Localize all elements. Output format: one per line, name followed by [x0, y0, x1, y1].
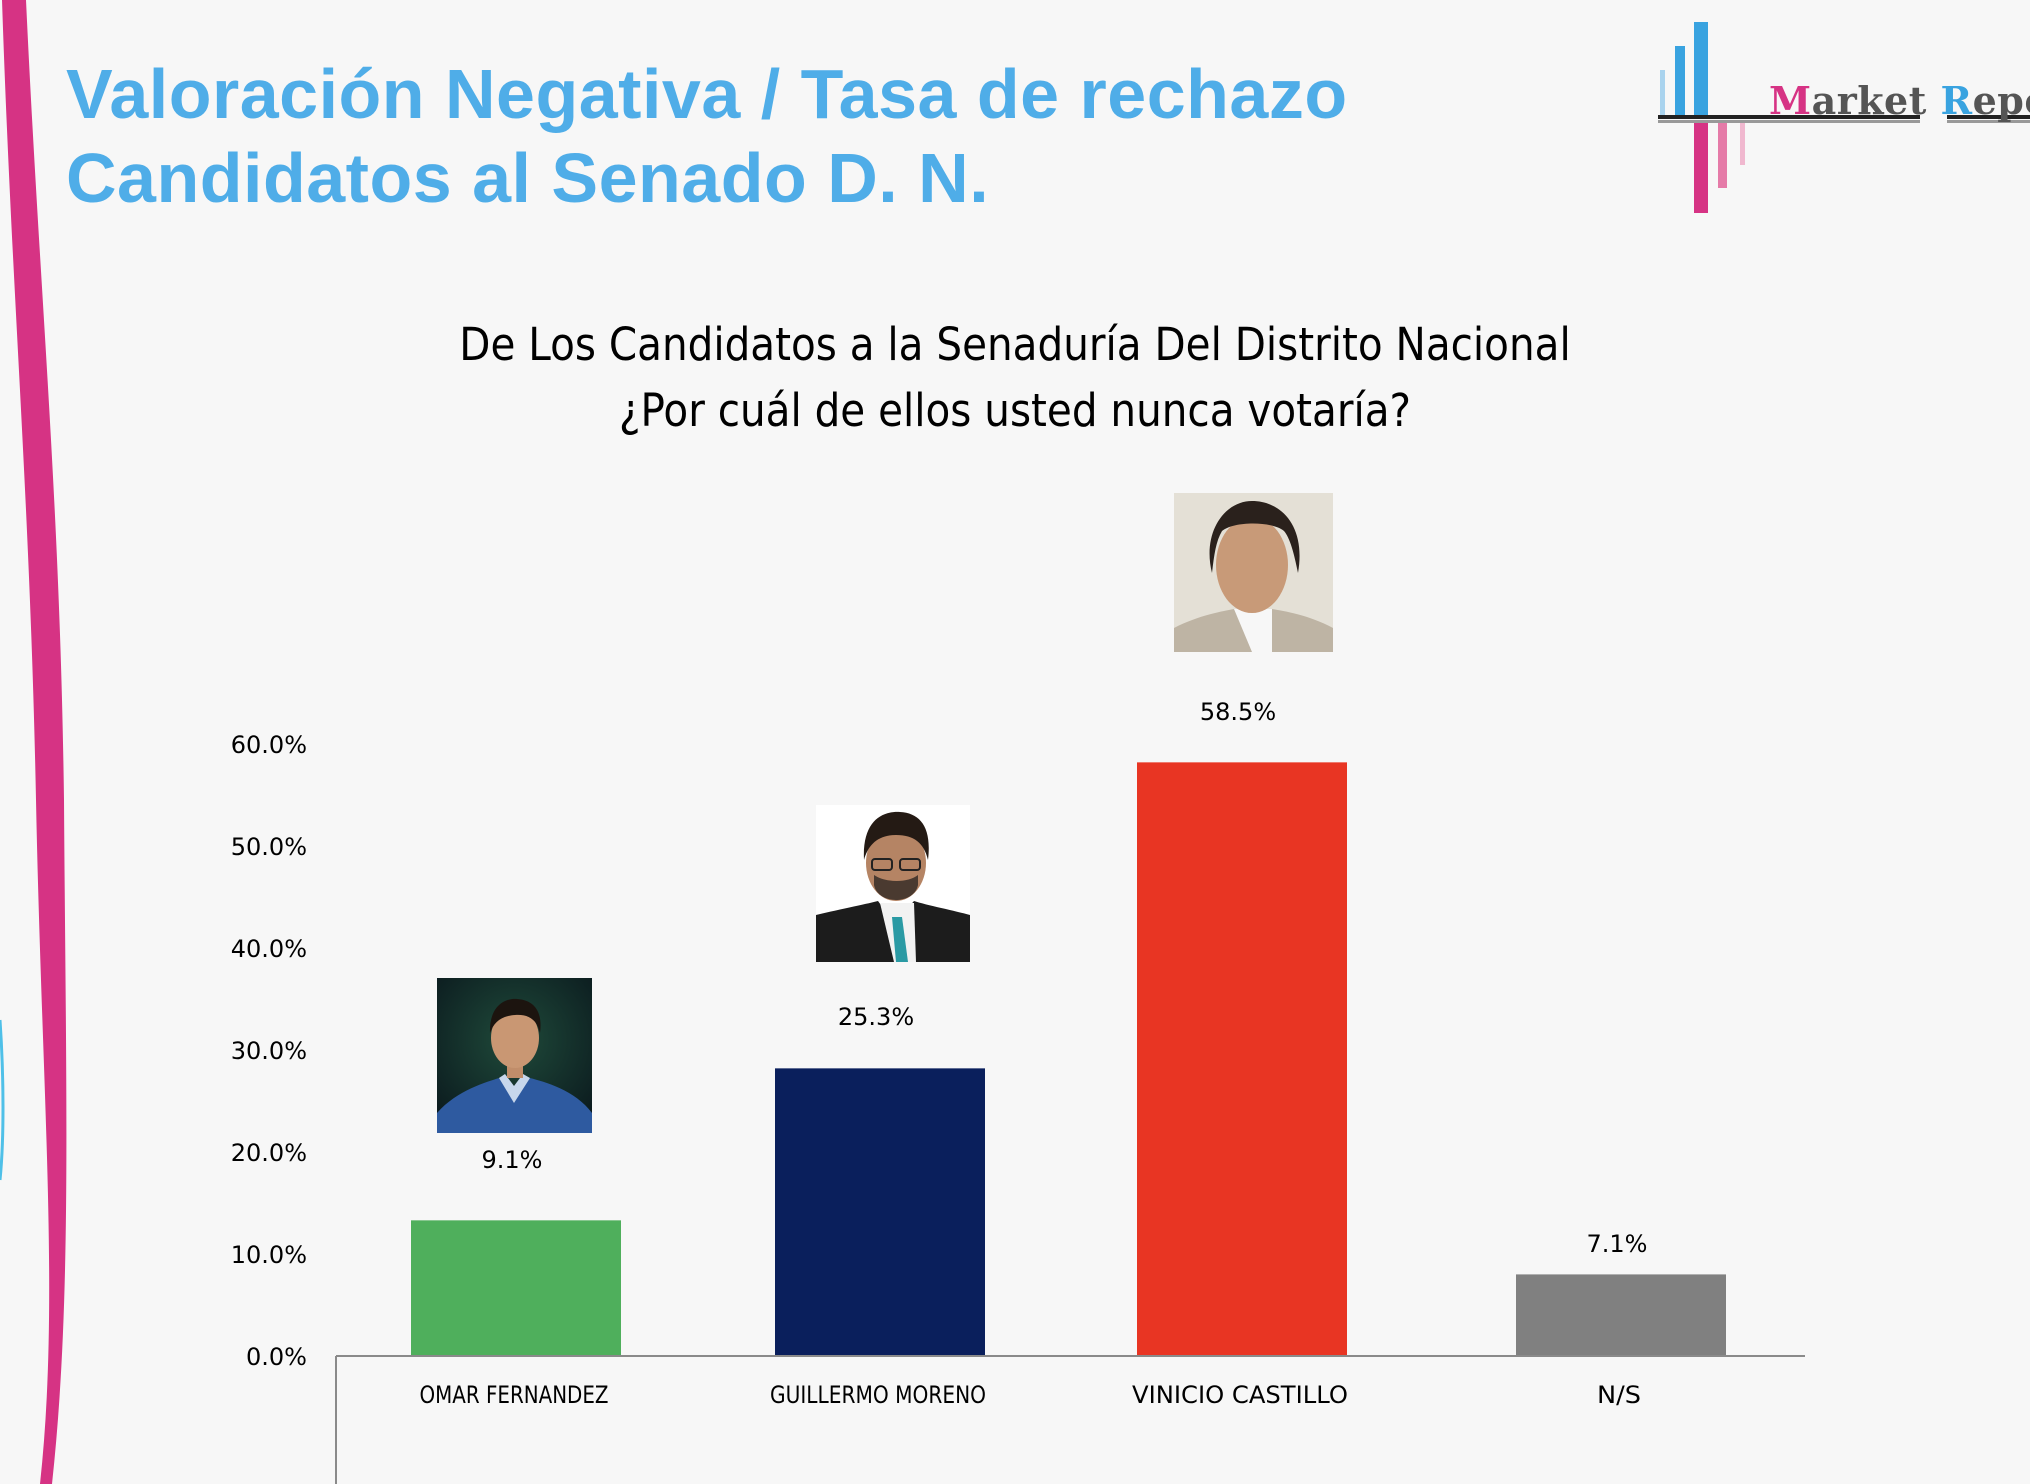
- slide-title: Valoración Negativa / Tasa de rechazo Ca…: [66, 52, 1348, 220]
- y-tick-label: 30.0%: [231, 1037, 307, 1065]
- photo-guillermo-moreno: [816, 805, 970, 962]
- x-tick-label: OMAR FERNANDEZ: [420, 1381, 609, 1409]
- bar-vinicio-castillo: [1137, 762, 1347, 1356]
- data-label: 25.3%: [838, 1003, 914, 1031]
- slide-title-line1: Valoración Negativa / Tasa de rechazo: [66, 55, 1348, 133]
- y-tick-label: 40.0%: [231, 935, 307, 963]
- market-reports-logo: Market Reports: [1655, 18, 2030, 218]
- chart-title-line1: De Los Candidatos a la Senaduría Del Dis…: [459, 318, 1571, 371]
- data-label: 7.1%: [1587, 1230, 1648, 1258]
- x-tick-label: N/S: [1597, 1381, 1641, 1409]
- bar-omar-fernandez: [411, 1220, 621, 1356]
- data-labels: 9.1% 25.3% 58.5% 7.1%: [482, 698, 1648, 1258]
- photo-vinicio-castillo: [1174, 493, 1333, 652]
- y-tick-label: 10.0%: [231, 1241, 307, 1269]
- x-axis-categories: OMAR FERNANDEZ GUILLERMO MORENO VINICIO CA…: [420, 1381, 1642, 1409]
- y-axis: 0.0% 10.0% 20.0% 30.0% 40.0% 50.0% 60.0%: [231, 731, 307, 1371]
- bar-guillermo-moreno: [775, 1068, 985, 1356]
- data-label: 9.1%: [482, 1146, 543, 1174]
- photo-omar-fernandez: [437, 978, 592, 1133]
- x-tick-label: GUILLERMO MORENO: [770, 1381, 986, 1409]
- y-tick-label: 0.0%: [246, 1343, 307, 1371]
- data-label: 58.5%: [1200, 698, 1276, 726]
- slide-title-line2: Candidatos al Senado D. N.: [66, 139, 990, 217]
- decorative-swoosh: [0, 0, 67, 1484]
- x-tick-label: VINICIO CASTILLO: [1132, 1381, 1348, 1409]
- y-tick-label: 50.0%: [231, 833, 307, 861]
- logo-bars-icon: [1658, 22, 2030, 213]
- y-tick-label: 20.0%: [231, 1139, 307, 1167]
- chart-title: De Los Candidatos a la Senaduría Del Dis…: [0, 312, 2030, 444]
- y-tick-label: 60.0%: [231, 731, 307, 759]
- bars: [411, 762, 1726, 1356]
- candidate-photos: [437, 493, 1333, 1133]
- bar-n-s: [1516, 1274, 1726, 1356]
- logo-wordmark: Market Reports: [1769, 78, 2030, 123]
- chart-title-line2: ¿Por cuál de ellos usted nunca votaría?: [618, 384, 1412, 437]
